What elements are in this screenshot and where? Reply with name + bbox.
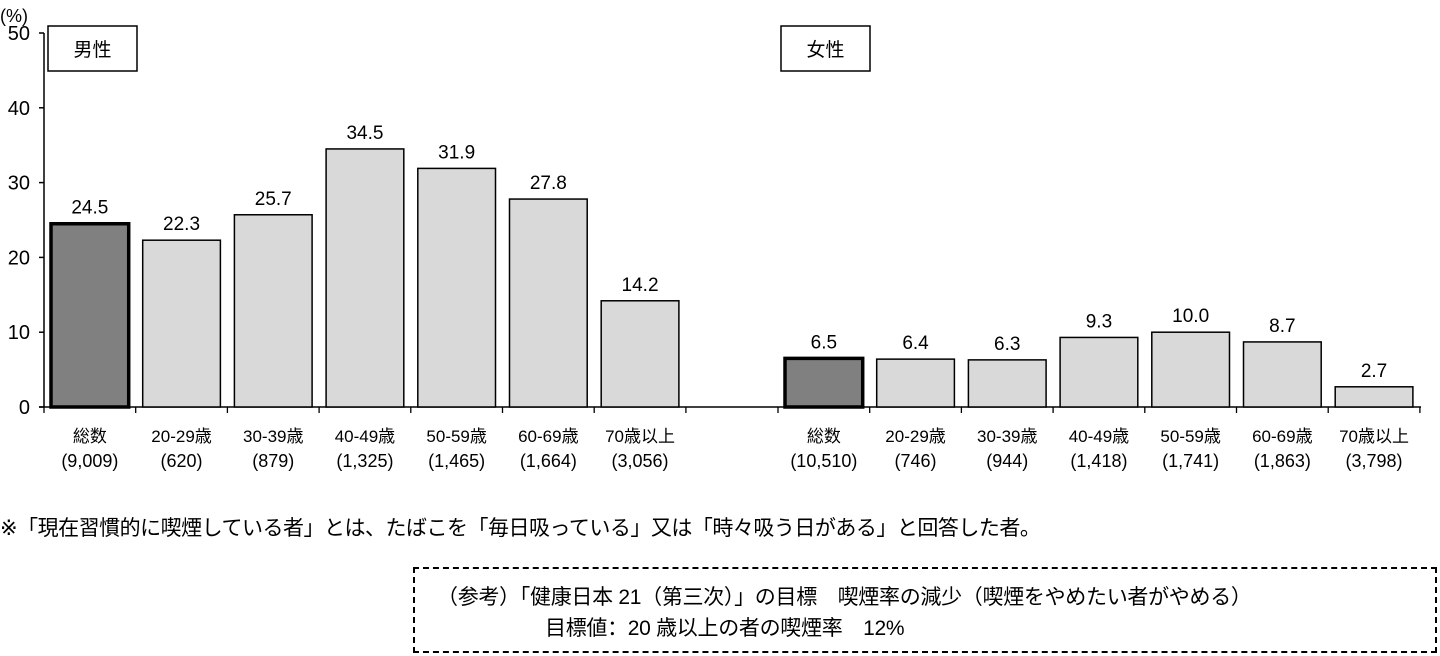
data-label: 14.2 xyxy=(622,275,659,296)
y-tick-label: 30 xyxy=(8,173,30,195)
category-count: (944) xyxy=(986,451,1028,471)
data-label: 34.5 xyxy=(346,123,383,144)
bar xyxy=(1059,336,1139,408)
category-count: (1,741) xyxy=(1162,451,1219,471)
data-label: 6.3 xyxy=(994,334,1020,355)
category-count: (3,056) xyxy=(612,451,669,471)
y-tick-label: 40 xyxy=(8,98,30,120)
group-label: 男性 xyxy=(73,39,111,61)
category-label: 20-29歳 xyxy=(885,427,945,446)
group-label: 女性 xyxy=(806,39,844,61)
bar xyxy=(600,300,680,408)
bar xyxy=(508,198,588,408)
category-count: (3,798) xyxy=(1346,451,1403,471)
smoking-rate-bar-chart: (%) 0 10 20 30 40 50 男性 24.5 総数 (9,009) 22.3 20-29歳 (… xyxy=(0,6,1421,471)
reference-line-1: （参考）「健康日本 21（第三次）」の目標 喫煙率の減少（喫煙をやめたい者がやめ… xyxy=(437,586,1252,609)
footnote: ※「現在習慣的に喫煙している者」とは、たばこを「毎日吸っている」又は「時々吸う日… xyxy=(0,517,1041,540)
category-label: 50-59歳 xyxy=(1160,427,1220,446)
category-count: (1,325) xyxy=(336,451,393,471)
bar xyxy=(417,167,497,408)
category-count: (9,009) xyxy=(61,451,118,471)
bar-total xyxy=(783,356,865,409)
category-count: (1,863) xyxy=(1254,451,1311,471)
bar-total xyxy=(49,221,131,409)
category-count: (879) xyxy=(252,451,294,471)
data-label: 24.5 xyxy=(71,198,108,219)
bar xyxy=(325,148,405,408)
y-tick-label: 50 xyxy=(8,23,30,45)
data-label: 8.7 xyxy=(1269,316,1295,337)
category-label: 20-29歳 xyxy=(151,427,211,446)
data-label: 2.7 xyxy=(1361,361,1387,382)
category-count: (1,664) xyxy=(520,451,577,471)
category-count: (1,465) xyxy=(428,451,485,471)
category-label: 70歳以上 xyxy=(605,427,675,446)
category-label: 総数 xyxy=(807,427,841,446)
category-label: 40-49歳 xyxy=(335,427,395,446)
group-label-box xyxy=(780,25,871,72)
category-label: 40-49歳 xyxy=(1069,427,1129,446)
reference-line-2: 目標値：20 歳以上の者の喫煙率 12% xyxy=(545,617,905,640)
data-label: 22.3 xyxy=(163,214,200,235)
y-axis-unit: (%) xyxy=(0,6,28,26)
data-label: 6.5 xyxy=(811,332,837,353)
bar xyxy=(1334,386,1414,408)
group-label-box xyxy=(47,25,138,72)
data-label: 31.9 xyxy=(438,142,475,163)
category-label: 60-69歳 xyxy=(518,427,578,446)
category-label: 50-59歳 xyxy=(426,427,486,446)
y-tick-label: 20 xyxy=(8,247,30,269)
bar xyxy=(875,358,956,408)
bar xyxy=(1151,331,1231,408)
category-label: 70歳以上 xyxy=(1339,427,1409,446)
category-count: (620) xyxy=(161,451,203,471)
category-label: 30-39歳 xyxy=(977,427,1037,446)
data-label: 6.4 xyxy=(902,333,929,354)
data-label: 10.0 xyxy=(1172,306,1209,327)
bar xyxy=(1242,341,1322,408)
bar xyxy=(233,214,313,408)
category-count: (1,418) xyxy=(1070,451,1127,471)
data-label: 27.8 xyxy=(530,173,567,194)
y-tick-label: 0 xyxy=(19,397,30,419)
reference-box: （参考）「健康日本 21（第三次）」の目標 喫煙率の減少（喫煙をやめたい者がやめ… xyxy=(413,567,1437,653)
bar xyxy=(141,239,222,408)
bar xyxy=(967,359,1047,408)
data-label: 9.3 xyxy=(1086,311,1112,332)
category-label: 60-69歳 xyxy=(1252,427,1312,446)
category-count: (746) xyxy=(895,451,937,471)
category-count: (10,510) xyxy=(790,451,857,471)
category-label: 30-39歳 xyxy=(243,427,303,446)
data-label: 25.7 xyxy=(255,189,292,210)
y-tick-label: 10 xyxy=(8,322,30,344)
category-label: 総数 xyxy=(73,427,107,446)
